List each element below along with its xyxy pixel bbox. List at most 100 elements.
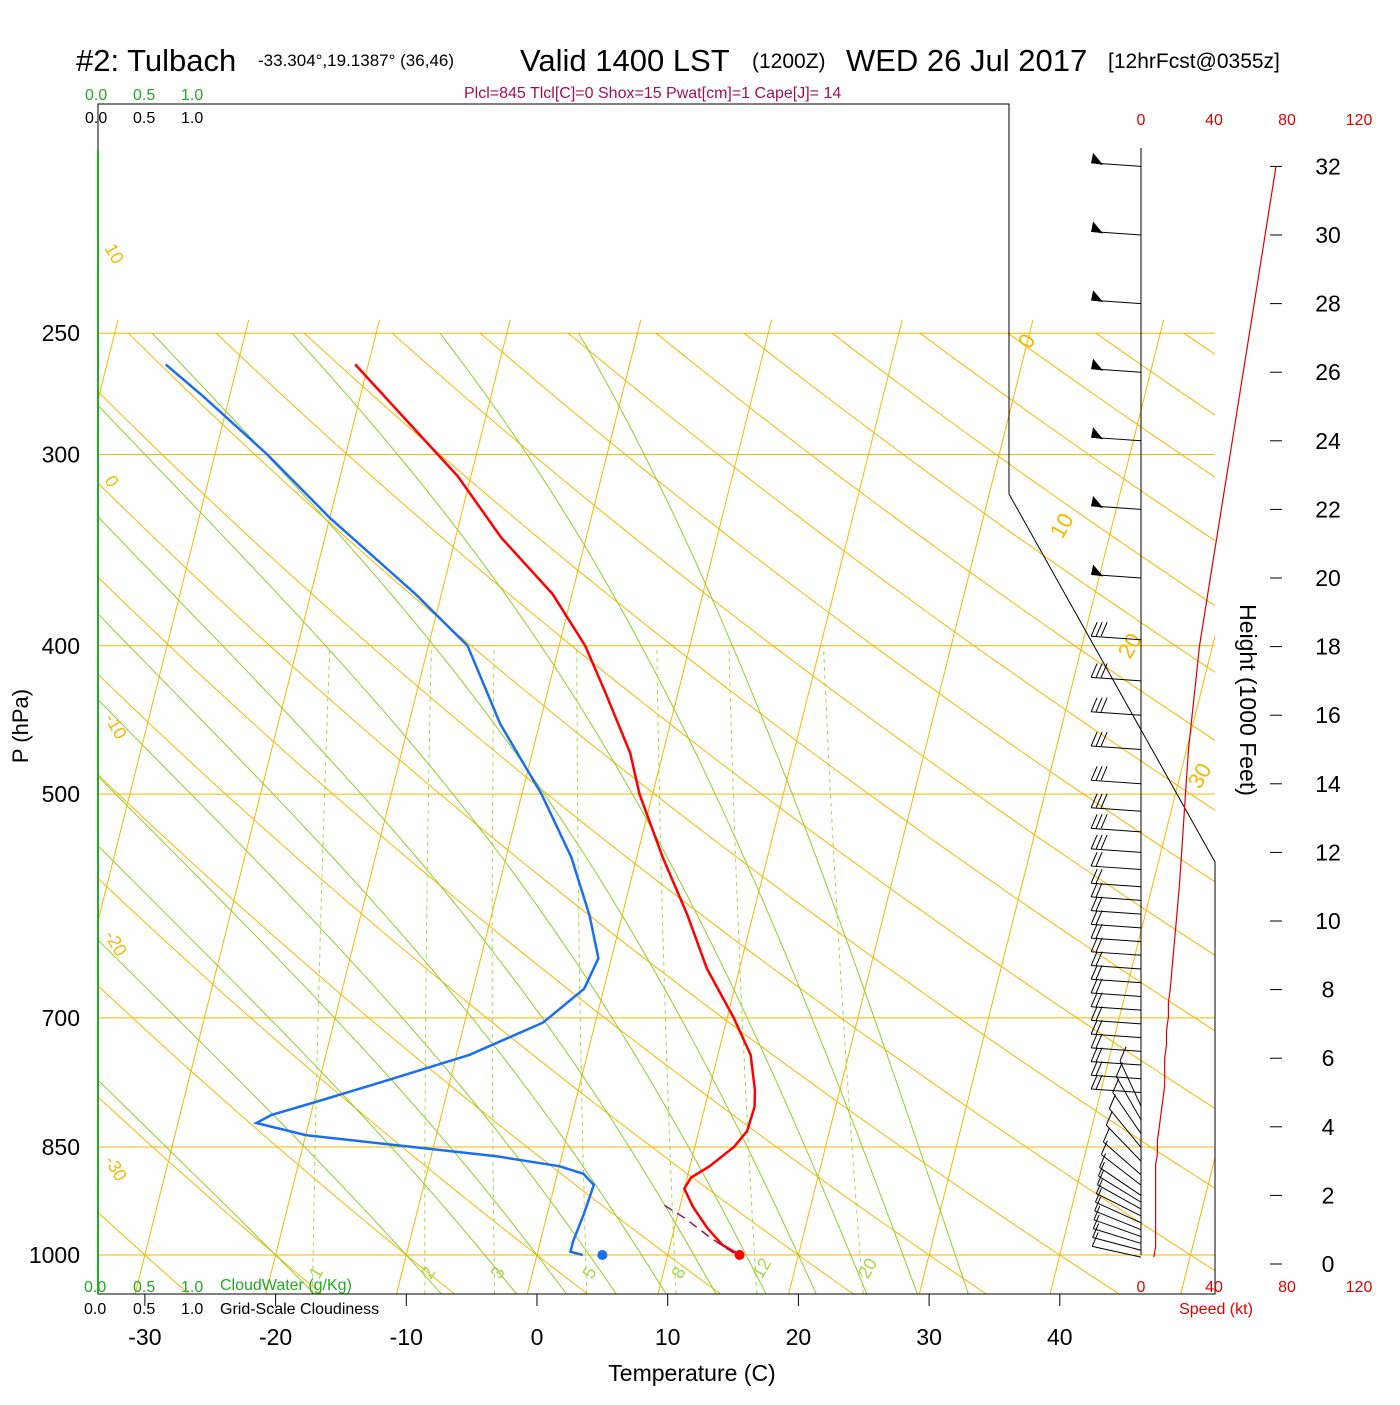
moist-adiabat (98, 775, 567, 1294)
height-tick: 12 (1315, 839, 1341, 865)
bottom-cloudwater-label: CloudWater (g/Kg) (220, 1277, 352, 1294)
top-cloudwater-scale: 0.0 0.5 1.0 (85, 87, 203, 104)
mixing-ratio-line (728, 645, 758, 1294)
wind-barb-flag (1091, 221, 1104, 234)
wind-barb-feather (1090, 1006, 1098, 1021)
dry-adiabat (1095, 332, 1215, 416)
wind-barb (1090, 731, 1142, 750)
top-cloudiness-tick: 1.0 (181, 110, 203, 127)
wind-barb (1090, 978, 1142, 997)
moist-adiabat (98, 939, 442, 1294)
wind-barb-feather (1091, 1232, 1099, 1247)
wind-barb-feather (1095, 896, 1103, 911)
speed-scale-bottom: 0 40 80 120 Speed (kt) (1137, 1279, 1373, 1318)
wind-barb-feather (1095, 1006, 1103, 1021)
wind-barb (1112, 1078, 1142, 1134)
wind-barb (1090, 1047, 1142, 1066)
temperature-line (354, 363, 757, 1257)
temperature-tick: -30 (128, 1324, 161, 1350)
wind-barb-feather (1095, 1019, 1103, 1035)
wind-barb (1090, 766, 1142, 785)
wind-barb-staff (1097, 1184, 1142, 1210)
wind-barb (1090, 869, 1142, 888)
speed-tick: 0 (1137, 112, 1146, 129)
wind-barb-feather (1094, 1196, 1102, 1212)
wind-barb (1091, 290, 1142, 305)
wind-barb-staff (1093, 1219, 1142, 1238)
wind-barb (1090, 622, 1142, 641)
height-tick: 32 (1315, 153, 1341, 179)
pressure-tick: 400 (42, 633, 80, 659)
dry-adiabat (215, 332, 1215, 1110)
wind-barb-feather (1090, 851, 1098, 867)
speed-tick: 40 (1205, 1279, 1223, 1296)
moist-adiabat (98, 516, 717, 1294)
moist-adiabat (439, 332, 918, 1294)
wind-barb (1090, 793, 1142, 812)
height-axis-label: Height (1000 Feet) (1235, 604, 1261, 796)
wind-barb-staff (1091, 1006, 1142, 1011)
parcel-info: Plcl=845 Tlcl[C]=0 Shox=15 Pwat[cm]=1 Ca… (464, 85, 841, 102)
wind-barb (1105, 1110, 1142, 1162)
dry-adiabat-label: 10 (101, 240, 128, 267)
dry-adiabat (391, 332, 1215, 956)
wind-barb-feather (1095, 1074, 1103, 1090)
height-tick: 2 (1322, 1182, 1335, 1208)
height-tick: 0 (1322, 1251, 1335, 1277)
wind-barb-feather (1090, 978, 1098, 994)
wind-barb (1091, 1232, 1142, 1258)
wind-barb-staff (1091, 807, 1142, 812)
wind-barb-feather (1090, 951, 1098, 966)
dry-adiabat (1272, 333, 1400, 1293)
pressure-axis-label: P (hPa) (8, 689, 33, 763)
top-cloudwater-tick: 1.0 (181, 87, 203, 104)
wind-barb-feather (1090, 1047, 1098, 1062)
wind-barb-staff (1092, 1237, 1142, 1251)
wind-barb-staff (1091, 711, 1142, 716)
wind-barb-feather (1095, 1187, 1102, 1203)
valid-date: WED 26 Jul 2017 (846, 43, 1087, 78)
dry-adiabat (655, 332, 1215, 741)
isotherm (1180, 1155, 1215, 1294)
speed-tick: 120 (1346, 112, 1373, 129)
wind-barb-staff (1093, 1228, 1142, 1244)
dry-adiabat (98, 1211, 189, 1294)
bottom-cloudwater-tick: 0.0 (84, 1279, 106, 1296)
wind-barb-feather (1095, 1033, 1103, 1049)
wind-barb-feather (1100, 766, 1108, 781)
speed-tick: 80 (1278, 1279, 1296, 1296)
isotherm (657, 319, 903, 1294)
top-cloudiness-tick: 0.5 (133, 110, 155, 127)
wind-barb-feather (1095, 992, 1103, 1007)
wind-barb-feather (1100, 697, 1108, 712)
bottom-cloudiness-label: Grid-Scale Cloudiness (220, 1301, 379, 1318)
wind-barb-flag (1091, 290, 1104, 303)
height-tick: 14 (1315, 771, 1341, 797)
bottom-cloudiness-scale: 0.0 0.5 1.0 Grid-Scale Cloudiness (84, 1301, 379, 1318)
dry-adiabat (98, 390, 1215, 1272)
height-tick: 30 (1315, 222, 1341, 248)
wind-barb-staff (1099, 1167, 1142, 1196)
wind-barb-feather (1092, 1223, 1100, 1238)
wind-barb-staff (1095, 1201, 1142, 1224)
wind-barb-feather (1100, 1140, 1108, 1155)
wind-barb (1090, 834, 1142, 853)
temperature-tick: 40 (1047, 1324, 1073, 1350)
moist-adiabat (98, 613, 667, 1294)
height-tick: 18 (1315, 634, 1341, 660)
dry-adiabat (98, 673, 854, 1294)
wind-barb-feather (1095, 951, 1103, 966)
isotherm (918, 319, 1165, 1294)
wind-barbs (1090, 152, 1142, 1258)
temperature-tick: 0 (531, 1324, 544, 1350)
wind-barb-feather (1095, 978, 1103, 994)
forecast-info: [12hrFcst@0355z] (1108, 50, 1280, 73)
wind-barb (1090, 1006, 1142, 1025)
height-tick: 24 (1315, 428, 1341, 454)
wind-barb-feather (1090, 896, 1098, 911)
wind-barb (1091, 152, 1142, 167)
utc-time: (1200Z) (752, 50, 826, 73)
wind-barb-feather (1093, 1205, 1101, 1220)
